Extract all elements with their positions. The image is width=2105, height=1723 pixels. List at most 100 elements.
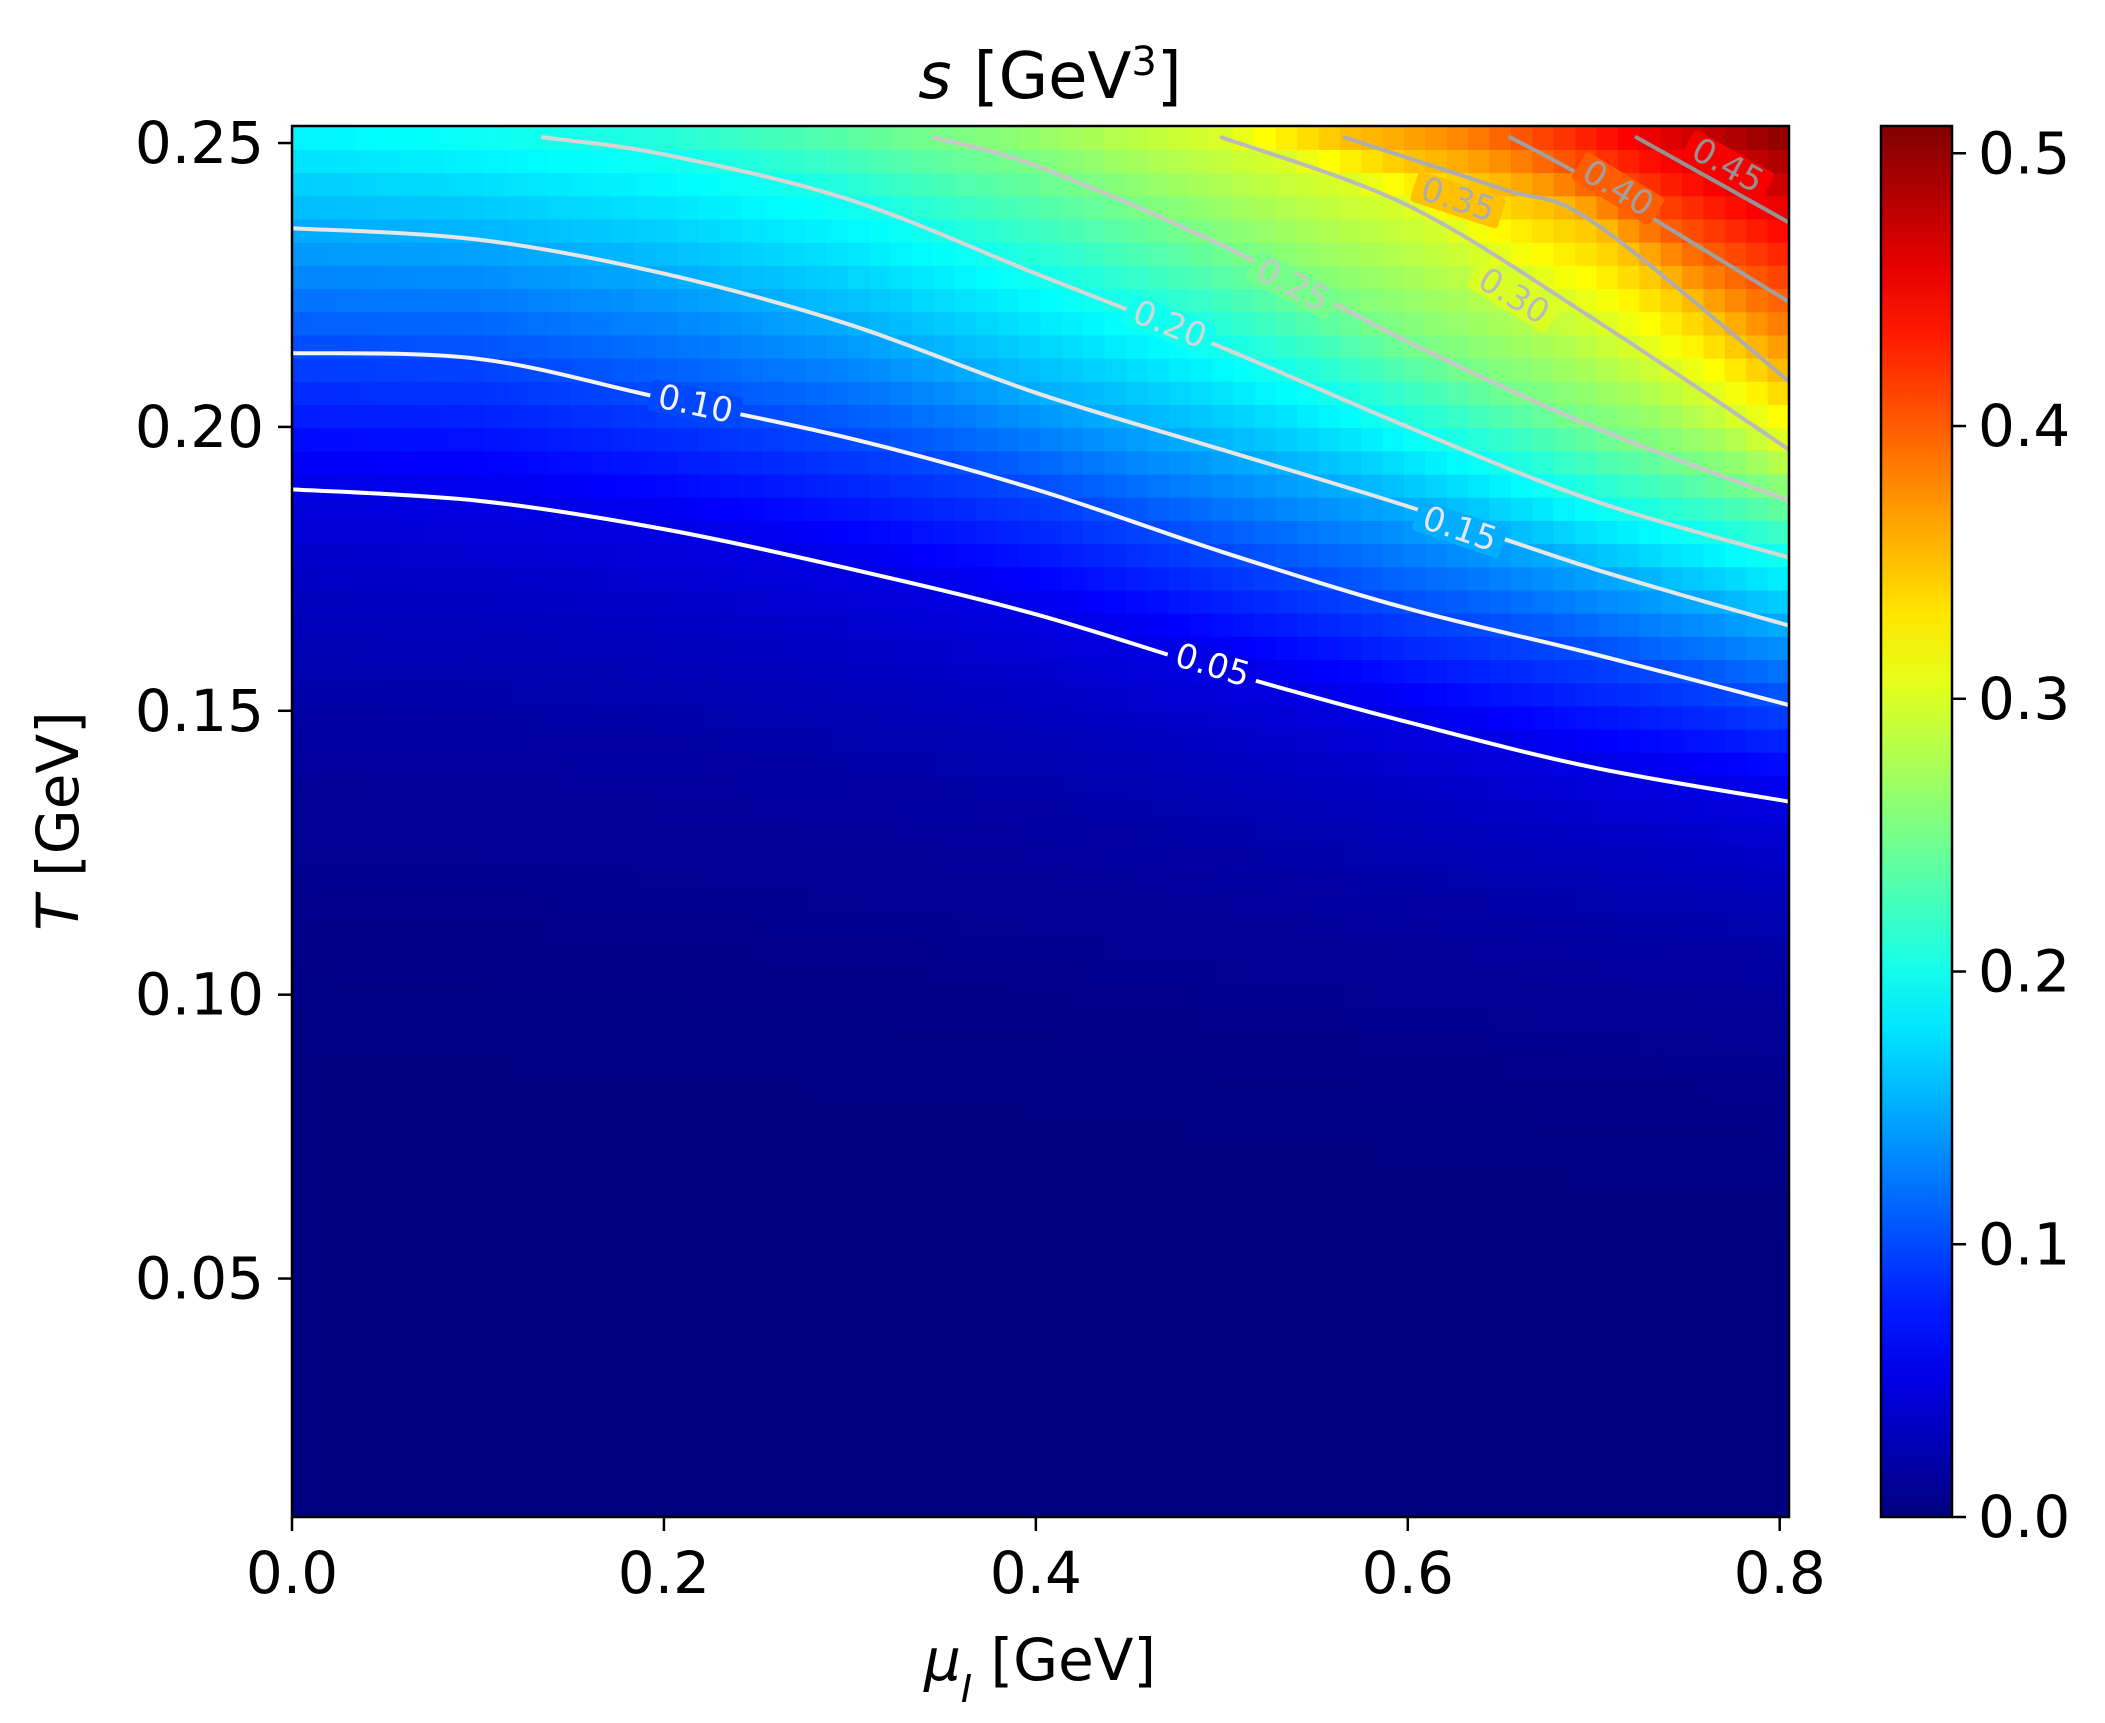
heatmap-cell: [912, 821, 935, 846]
heatmap-cell: [527, 751, 550, 776]
heatmap-cell: [1232, 728, 1256, 753]
heatmap-cell: [954, 149, 978, 174]
heatmap-cell: [1532, 172, 1555, 197]
heatmap-cell: [505, 1470, 529, 1495]
heatmap-cell: [484, 334, 507, 359]
heatmap-cell: [976, 1122, 999, 1147]
heatmap-cell: [1126, 1053, 1149, 1078]
heatmap-cell: [1703, 1493, 1726, 1517]
heatmap-cell: [783, 1493, 807, 1517]
heatmap-cell: [1446, 1354, 1470, 1379]
heatmap-cell: [1104, 844, 1127, 869]
heatmap-cell: [976, 566, 999, 591]
heatmap-cell: [698, 357, 721, 382]
heatmap-cell: [420, 543, 443, 568]
heatmap-cell: [848, 960, 871, 985]
heatmap-cell: [484, 172, 507, 197]
heatmap-cell: [1061, 1424, 1085, 1449]
heatmap-cell: [676, 891, 700, 916]
heatmap-cell: [1703, 1470, 1726, 1495]
heatmap-cell: [719, 496, 742, 521]
heatmap-cell: [313, 589, 336, 614]
heatmap-cell: [1083, 241, 1106, 266]
heatmap-cell: [1339, 1470, 1363, 1495]
heatmap-cell: [1061, 1377, 1085, 1402]
heatmap-cell: [1425, 1238, 1448, 1263]
heatmap-cell: [805, 1192, 828, 1217]
heatmap-cell: [398, 1470, 422, 1495]
heatmap-cell: [398, 589, 422, 614]
heatmap-cell: [1660, 404, 1683, 429]
heatmap-cell: [612, 1192, 635, 1217]
heatmap-cell: [1254, 126, 1277, 150]
heatmap-cell: [1040, 914, 1063, 939]
heatmap-cell: [848, 589, 871, 614]
heatmap-cell: [655, 195, 678, 220]
heatmap-cell: [1297, 751, 1320, 776]
heatmap-cell: [976, 404, 999, 429]
heatmap-cell: [1746, 1076, 1769, 1101]
heatmap-cell: [1211, 1401, 1234, 1426]
heatmap-cell: [1382, 1146, 1405, 1171]
heatmap-cell: [1232, 1447, 1256, 1472]
heatmap-cell: [1104, 381, 1127, 405]
heatmap-cell: [912, 265, 935, 290]
heatmap-cell: [527, 659, 550, 684]
heatmap-cell: [1510, 1215, 1534, 1240]
heatmap-cell: [1061, 1099, 1085, 1124]
heatmap-cell: [377, 288, 400, 313]
heatmap-cell: [505, 241, 529, 266]
heatmap-cell: [1553, 798, 1576, 823]
heatmap-cell: [1019, 218, 1042, 243]
heatmap-cell: [1147, 241, 1170, 266]
heatmap-cell: [1318, 1076, 1341, 1101]
heatmap-cell: [420, 1169, 443, 1194]
heatmap-cell: [612, 496, 635, 521]
heatmap-cell: [1596, 1192, 1619, 1217]
heatmap-cell: [1553, 1424, 1576, 1449]
heatmap-cell: [1767, 149, 1789, 174]
heatmap-cell: [1724, 1030, 1748, 1055]
chart-title-symbol: s: [918, 40, 951, 114]
heatmap-cell: [1596, 821, 1619, 846]
heatmap-cell: [1489, 1030, 1512, 1055]
heatmap-cell: [1083, 867, 1106, 892]
heatmap-cell: [1425, 1470, 1448, 1495]
heatmap-cell: [741, 195, 764, 220]
heatmap-cell: [1232, 751, 1256, 776]
heatmap-cell: [1596, 1215, 1619, 1240]
heatmap-cell: [377, 1146, 400, 1171]
heatmap-cell: [505, 1215, 529, 1240]
heatmap-cell: [1617, 1401, 1641, 1426]
heatmap-cell: [783, 682, 807, 707]
heatmap-cell: [1532, 450, 1555, 475]
heatmap-cell: [890, 126, 913, 150]
heatmap-cell: [1061, 1493, 1085, 1517]
heatmap-cell: [783, 404, 807, 429]
heatmap-cell: [1425, 821, 1448, 846]
heatmap-cell: [313, 1261, 336, 1286]
heatmap-cell: [741, 705, 764, 730]
heatmap-cell: [741, 1261, 764, 1286]
heatmap-cell: [1446, 1447, 1470, 1472]
heatmap-cell: [420, 450, 443, 475]
heatmap-cell: [783, 589, 807, 614]
heatmap-cell: [634, 1354, 657, 1379]
heatmap-cell: [441, 1308, 464, 1333]
heatmap-cell: [1168, 1192, 1191, 1217]
heatmap-cell: [805, 1030, 828, 1055]
heatmap-cell: [1275, 381, 1298, 405]
heatmap-cell: [1532, 1424, 1555, 1449]
heatmap-cell: [698, 1261, 721, 1286]
heatmap-cell: [1040, 659, 1063, 684]
heatmap-cell: [313, 1308, 336, 1333]
heatmap-cell: [420, 1401, 443, 1426]
heatmap-cell: [1061, 288, 1085, 313]
heatmap-cell: [954, 1169, 978, 1194]
heatmap-cell: [762, 241, 785, 266]
heatmap-cell: [377, 427, 400, 452]
heatmap-cell: [548, 1030, 571, 1055]
heatmap-cell: [826, 172, 849, 197]
heatmap-cell: [1382, 1215, 1405, 1240]
heatmap-cell: [1232, 867, 1256, 892]
